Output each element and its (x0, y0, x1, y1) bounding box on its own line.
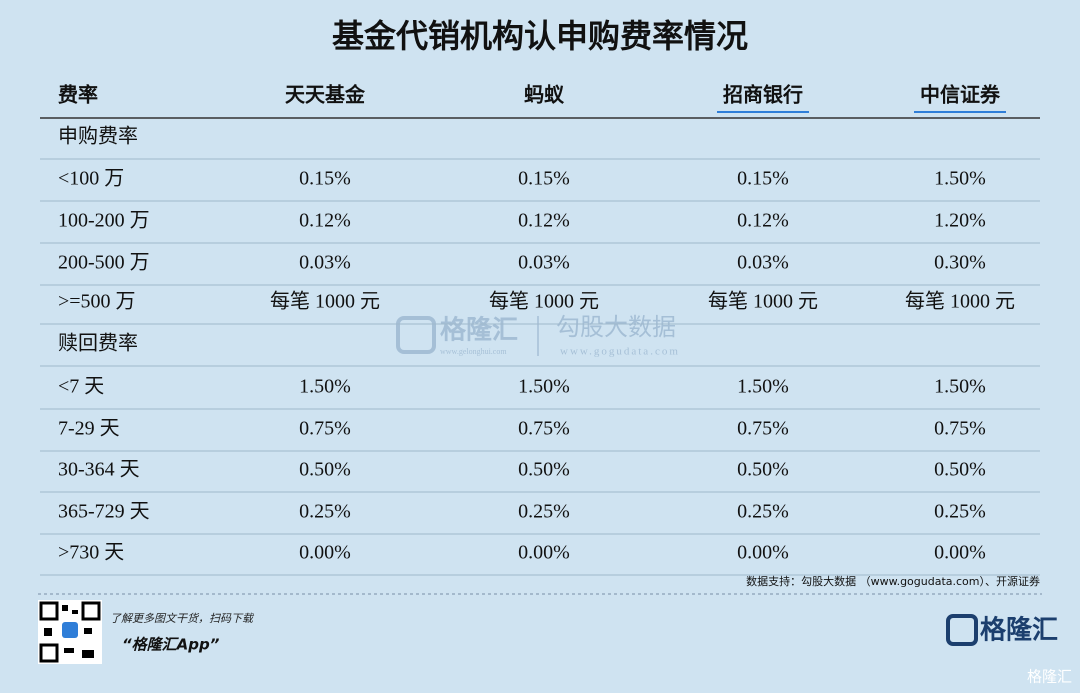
cell: 0.30% (934, 252, 986, 274)
watermark: 格隆汇 www.gelonghui.com 勾股大数据 www.gogudata… (396, 313, 680, 358)
cell: 0.00% (299, 542, 351, 564)
cell: 0.03% (299, 252, 351, 274)
row-label: 365-729 天 (58, 501, 150, 523)
qr-dot (72, 610, 78, 614)
cell: 0.12% (737, 210, 789, 232)
cell: 0.03% (518, 252, 570, 274)
cell: 1.50% (934, 168, 986, 190)
header-cell: 蚂蚁 (524, 84, 565, 107)
cell: 0.15% (518, 168, 570, 190)
watermark-data-brand: 勾股大数据 (556, 313, 676, 341)
cell: 0.25% (518, 501, 570, 523)
cell: 0.00% (934, 542, 986, 564)
row-label: 30-364 天 (58, 459, 140, 481)
cell: 0.15% (299, 168, 351, 190)
cell: 0.00% (518, 542, 570, 564)
header-cell: 招商银行 (723, 83, 803, 107)
footer-logo: 格隆汇 (980, 615, 1058, 646)
row-label: <7 天 (58, 376, 104, 398)
row-label: 7-29 天 (58, 418, 120, 440)
watermark-icon (396, 316, 436, 354)
qr-code (38, 600, 102, 664)
watermark-data-url: www.gogudata.com (560, 346, 680, 358)
section-label: 赎回费率 (58, 332, 138, 355)
cell: 0.00% (737, 542, 789, 564)
qr-finder (39, 601, 59, 621)
watermark-brand: 格隆汇 (440, 315, 518, 346)
cell: 0.12% (518, 210, 570, 232)
qr-dot (64, 648, 74, 653)
row-label: 200-500 万 (58, 252, 150, 274)
cell: 0.03% (737, 252, 789, 274)
qr-finder (81, 601, 101, 621)
cell: 0.75% (299, 418, 351, 440)
cell: 0.25% (299, 501, 351, 523)
cell: 0.50% (934, 459, 986, 481)
cell: 0.75% (737, 418, 789, 440)
qr-logo (62, 622, 78, 638)
qr-dot (44, 628, 52, 636)
cell: 每笔 1000 元 (905, 290, 1015, 313)
row-label: 100-200 万 (58, 210, 150, 232)
cell: 0.12% (299, 210, 351, 232)
cell: 0.25% (737, 501, 789, 523)
cell: 1.50% (737, 376, 789, 398)
watermark-brand-url: www.gelonghui.com (440, 347, 507, 356)
row-label: >730 天 (58, 542, 124, 564)
row-label: >=500 万 (58, 291, 136, 313)
title: 基金代销机构认申购费率情况 (332, 17, 748, 55)
header-cell: 中信证券 (920, 83, 1001, 107)
cell: 0.15% (737, 168, 789, 190)
cell: 0.75% (518, 418, 570, 440)
cell: 0.25% (934, 501, 986, 523)
cell: 每笔 1000 元 (270, 290, 380, 313)
cell: 1.50% (299, 376, 351, 398)
qr-finder (39, 643, 59, 663)
corner-watermark: 格隆汇 (1027, 668, 1072, 686)
cell: 0.75% (934, 418, 986, 440)
row-label: <100 万 (58, 168, 124, 190)
cell: 0.50% (518, 459, 570, 481)
cell: 0.50% (299, 459, 351, 481)
qr-dot (82, 650, 94, 658)
header-cell: 天天基金 (285, 83, 366, 107)
qr-dot (84, 628, 92, 634)
footer-app: “格隆汇App” (122, 636, 220, 654)
cell: 每笔 1000 元 (708, 290, 818, 313)
cell: 1.20% (934, 210, 986, 232)
section-label: 申购费率 (58, 125, 138, 148)
cell: 每笔 1000 元 (489, 290, 599, 313)
footer-prompt: 了解更多图文干货，扫码下载 (110, 612, 255, 625)
logo-icon (946, 614, 978, 646)
qr-dot (62, 605, 68, 611)
source-note: 数据支持：勾股大数据 （www.gogudata.com）、开源证券 (746, 574, 1040, 588)
cell: 1.50% (934, 376, 986, 398)
header-cell: 费率 (58, 83, 98, 107)
cell: 1.50% (518, 376, 570, 398)
cell: 0.50% (737, 459, 789, 481)
